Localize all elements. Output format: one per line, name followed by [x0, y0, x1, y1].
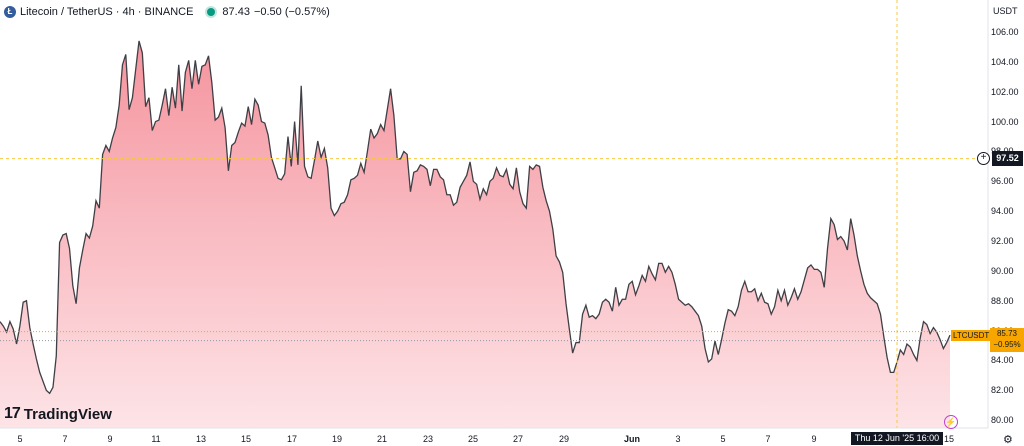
chart-header: Ł Litecoin / TetherUS · 4h · BINANCE 87.… [4, 4, 330, 20]
time-tick-label: 23 [422, 434, 434, 444]
time-tick-label: 9 [107, 434, 113, 444]
price-axis-unit[interactable]: USDT [993, 6, 1018, 16]
time-tick-label: 13 [195, 434, 207, 444]
litecoin-icon: Ł [4, 6, 16, 18]
last-price-value: 85.73 [996, 329, 1018, 338]
gear-icon[interactable]: ⚙ [1003, 434, 1013, 446]
time-tick-label: 27 [512, 434, 524, 444]
price-tick-label: 92.00 [991, 236, 1014, 247]
price-tick-label: 96.00 [991, 176, 1014, 187]
price-tick-label: 84.00 [991, 355, 1014, 366]
time-tick-label: 11 [151, 434, 161, 444]
symbol-price-tag: LTCUSDT [951, 330, 992, 341]
current-price: 87.43 [222, 6, 250, 18]
price-tick-label: 100.00 [991, 116, 1019, 127]
price-tick-label: 88.00 [991, 295, 1014, 306]
time-tick-label: 17 [286, 434, 298, 444]
price-tick-label: 102.00 [991, 86, 1019, 97]
price-tick-label: 94.00 [991, 206, 1014, 217]
price-change: −0.50 (−0.57%) [253, 6, 330, 18]
time-tick-label: 5 [17, 434, 23, 444]
time-tick-label: 15 [943, 434, 955, 444]
crosshair-price-label: 97.52 [992, 151, 1023, 166]
time-tick-label: 21 [376, 434, 388, 444]
crosshair-time-label: Thu 12 Jun '25 16:00 [851, 432, 943, 445]
time-tick-label: 7 [765, 434, 771, 444]
add-alert-icon[interactable]: + [977, 152, 990, 165]
last-price-change: −0.95% [993, 340, 1021, 349]
tradingview-logo[interactable]: 17 TradingView [4, 405, 112, 423]
last-price-label: 85.73 −0.95% [990, 328, 1024, 352]
price-tick-label: 90.00 [991, 265, 1014, 276]
tradingview-logo-icon: 17 [4, 405, 21, 422]
time-tick-label: 9 [811, 434, 817, 444]
time-tick-label: 25 [467, 434, 479, 444]
price-tick-label: 82.00 [991, 385, 1014, 396]
time-tick-label: 3 [675, 434, 681, 444]
logo-text: TradingView [23, 405, 112, 423]
price-tick-label: 104.00 [991, 56, 1019, 67]
time-tick-label: 5 [720, 434, 726, 444]
time-tick-label: 19 [331, 434, 343, 444]
market-status-icon [207, 8, 216, 16]
time-tick-label: 15 [240, 434, 252, 444]
price-tick-label: 80.00 [991, 415, 1014, 426]
time-tick-label: 29 [558, 434, 570, 444]
time-tick-label: Jun [623, 434, 641, 444]
lightning-icon[interactable]: ⚡ [944, 415, 958, 429]
price-tick-label: 106.00 [991, 27, 1019, 37]
price-area-fill [0, 40, 950, 429]
time-tick-label: 7 [62, 434, 68, 444]
symbol-title[interactable]: Litecoin / TetherUS · 4h · BINANCE [20, 6, 194, 18]
price-line [0, 40, 951, 395]
